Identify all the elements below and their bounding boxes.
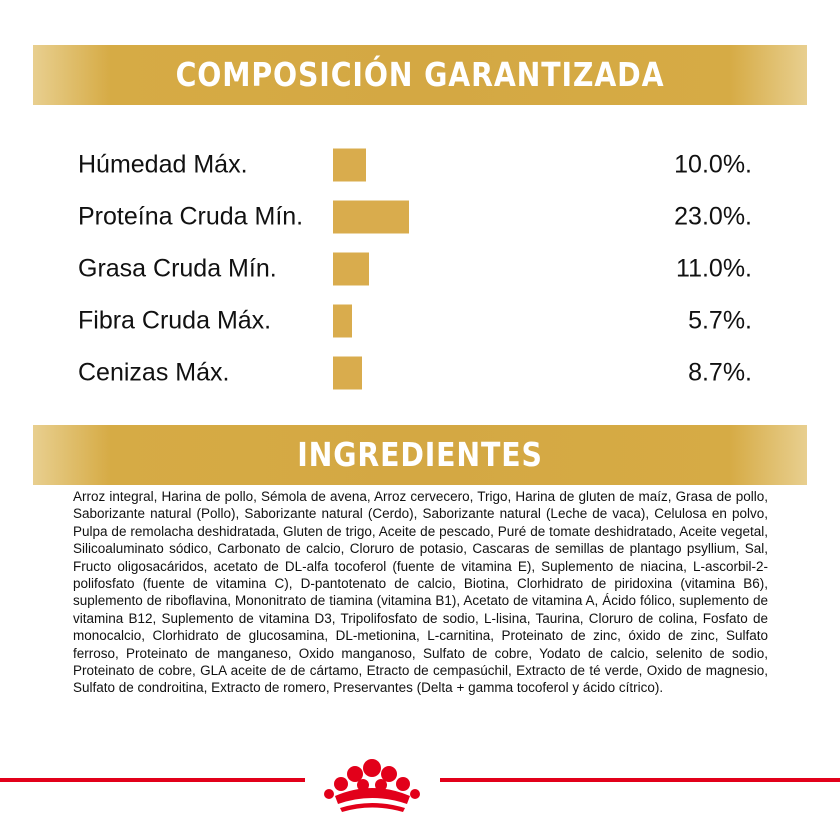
- category-label: Fibra Cruda Máx.: [78, 306, 272, 335]
- bar: [333, 304, 352, 338]
- value-label: 5.7%.: [688, 306, 752, 335]
- category-label: Grasa Cruda Mín.: [78, 254, 277, 283]
- bar: [333, 200, 409, 234]
- value-label: 11.0%.: [676, 254, 752, 283]
- crown-logo: [324, 759, 420, 812]
- red-line: [440, 778, 840, 782]
- chart-title: COMPOSICIÓN GARANTIZADA: [175, 55, 665, 94]
- category-label: Proteína Cruda Mín.: [78, 202, 304, 231]
- bar: [333, 252, 370, 286]
- ingredients-heading: INGREDIENTES: [297, 435, 543, 474]
- bar: [333, 148, 366, 182]
- category-label: Húmedad Máx.: [78, 150, 248, 179]
- value-label: 23.0%.: [674, 202, 752, 231]
- title-band: COMPOSICIÓN GARANTIZADA: [33, 45, 807, 105]
- ingredients-band: INGREDIENTES: [33, 425, 807, 485]
- value-label: 8.7%.: [688, 358, 752, 387]
- value-label: 10.0%.: [674, 150, 752, 179]
- red-line: [0, 778, 305, 782]
- bar: [333, 356, 362, 390]
- category-label: Cenizas Máx.: [78, 358, 230, 387]
- ingredients-text: Arroz integral, Harina de pollo, Sémola …: [73, 489, 768, 696]
- chart: Húmedad Máx. 10.0%. Proteína Cruda Mín. 23.…: [78, 148, 752, 390]
